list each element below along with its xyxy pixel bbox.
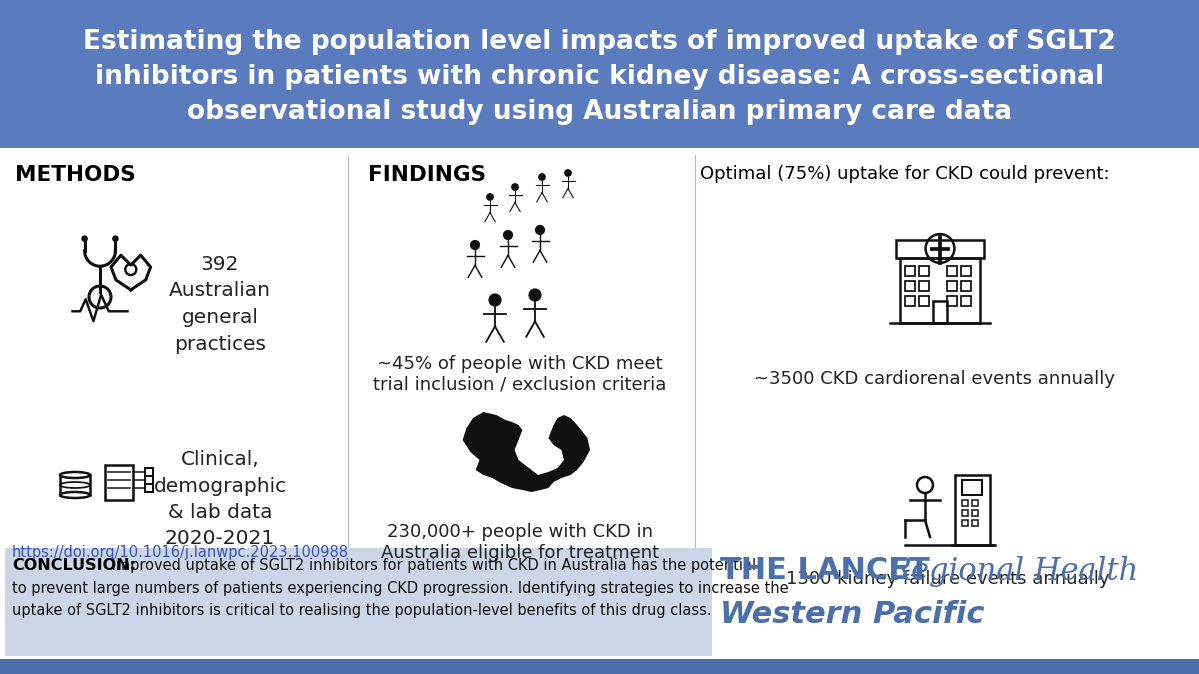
Circle shape xyxy=(502,230,513,240)
Circle shape xyxy=(470,240,480,250)
Bar xyxy=(0,659,1199,674)
Bar xyxy=(962,510,968,516)
Bar xyxy=(145,484,153,492)
Bar xyxy=(962,295,971,305)
Text: Regional Health: Regional Health xyxy=(888,556,1138,587)
Bar xyxy=(918,266,929,276)
Bar xyxy=(905,280,915,290)
Bar xyxy=(896,239,984,257)
Bar xyxy=(972,500,978,506)
Text: Western Pacific: Western Pacific xyxy=(721,600,984,629)
Bar xyxy=(145,476,153,484)
Text: ~1300 kidney failure events annually: ~1300 kidney failure events annually xyxy=(771,570,1109,588)
Text: ~45% of people with CKD meet
trial inclusion / exclusion criteria: ~45% of people with CKD meet trial inclu… xyxy=(373,355,667,394)
Bar xyxy=(962,266,971,276)
Text: Estimating the population level impacts of improved uptake of SGLT2
inhibitors i: Estimating the population level impacts … xyxy=(83,29,1116,125)
Text: Improved uptake of SGLT2 inhibitors for patients with CKD in Australia has the p: Improved uptake of SGLT2 inhibitors for … xyxy=(107,558,757,573)
Bar xyxy=(145,468,153,476)
Text: uptake of SGLT2 inhibitors is critical to realising the population-level benefit: uptake of SGLT2 inhibitors is critical t… xyxy=(12,603,712,618)
Bar xyxy=(106,465,133,500)
Circle shape xyxy=(511,183,519,191)
Circle shape xyxy=(529,288,542,301)
Text: THE LANCET: THE LANCET xyxy=(721,556,940,585)
Text: METHODS: METHODS xyxy=(16,165,135,185)
Circle shape xyxy=(82,235,88,242)
Bar xyxy=(5,548,712,656)
Bar xyxy=(954,475,990,545)
Bar xyxy=(900,257,980,322)
Bar xyxy=(0,0,1199,148)
Text: 230,000+ people with CKD in
Australia eligible for treatment: 230,000+ people with CKD in Australia el… xyxy=(381,523,659,562)
Circle shape xyxy=(564,169,572,177)
Text: Clinical,
demographic
& lab data
2020-2021: Clinical, demographic & lab data 2020-20… xyxy=(153,450,287,549)
Text: Optimal (75%) uptake for CKD could prevent:: Optimal (75%) uptake for CKD could preve… xyxy=(700,165,1109,183)
Bar xyxy=(972,520,978,526)
Circle shape xyxy=(486,193,494,201)
Bar xyxy=(962,280,971,290)
Text: https://doi.org/10.1016/j.lanwpc.2023.100988: https://doi.org/10.1016/j.lanwpc.2023.10… xyxy=(12,545,349,560)
Bar xyxy=(962,480,982,495)
Circle shape xyxy=(112,235,119,242)
Bar xyxy=(947,266,957,276)
Bar xyxy=(905,266,915,276)
Text: 392
Australian
general
practices: 392 Australian general practices xyxy=(169,255,271,353)
Bar xyxy=(918,280,929,290)
Bar xyxy=(962,500,968,506)
Bar xyxy=(933,301,947,322)
Circle shape xyxy=(535,225,546,235)
Text: FINDINGS: FINDINGS xyxy=(368,165,486,185)
Bar xyxy=(972,510,978,516)
Bar xyxy=(962,520,968,526)
Polygon shape xyxy=(463,412,590,492)
Text: ~3500 CKD cardiorenal events annually: ~3500 CKD cardiorenal events annually xyxy=(754,370,1115,388)
Text: CONCLUSION:: CONCLUSION: xyxy=(12,558,135,573)
Bar xyxy=(918,295,929,305)
Circle shape xyxy=(488,293,501,307)
Bar xyxy=(947,280,957,290)
Bar xyxy=(947,295,957,305)
Text: to prevent large numbers of patients experiencing CKD progression. Identifying s: to prevent large numbers of patients exp… xyxy=(12,581,789,596)
Bar xyxy=(905,295,915,305)
Circle shape xyxy=(538,173,546,181)
